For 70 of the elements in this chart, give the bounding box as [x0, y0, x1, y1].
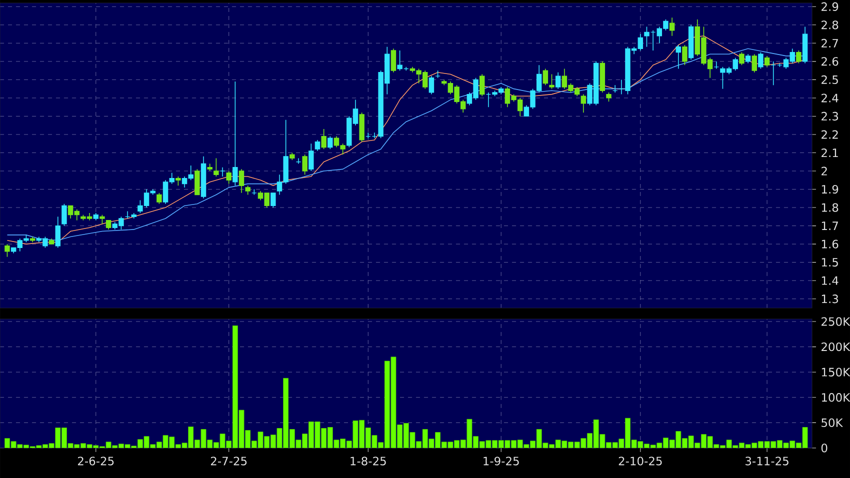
y-tick-label: 1.9 [822, 184, 838, 194]
x-tick-label: 3-11-25 [746, 456, 788, 466]
y-tick-label: 2.7 [822, 38, 838, 48]
y-tick-label: 1.8 [822, 203, 838, 212]
candlestick [542, 68, 548, 86]
candlestick [758, 52, 764, 70]
candlestick [676, 44, 682, 70]
candlestick [714, 61, 720, 70]
candlestick [745, 54, 751, 64]
y-tick-label: 1.5 [822, 258, 838, 267]
y-tick-label: 2.6 [822, 57, 838, 66]
candlestick [4, 244, 10, 258]
candlestick [739, 52, 744, 66]
y-tick-label: 2 [822, 166, 827, 176]
y-tick-label: 100K [822, 393, 850, 402]
x-tick-label: 2-7-25 [210, 456, 247, 466]
candlestick [752, 54, 757, 73]
y-tick-label: 1.7 [822, 222, 838, 230]
y-tick-label: 2.2 [822, 130, 838, 139]
candlestick [226, 170, 232, 184]
candlestick [106, 220, 112, 230]
y-tick-label: 200K [822, 342, 850, 352]
y-tick-label: 0 [821, 444, 828, 452]
candlestick [770, 61, 776, 86]
candlestick [156, 192, 162, 204]
candlestick [328, 136, 333, 150]
candlestick [669, 17, 675, 36]
x-tick-label: 1-8-25 [350, 456, 386, 466]
candlestick [428, 76, 434, 95]
y-tick-label: 2.5 [822, 75, 838, 84]
y-tick-label: 2.1 [822, 148, 838, 158]
candlestick [479, 74, 485, 97]
candlestick [176, 176, 181, 186]
candlestick [214, 158, 219, 177]
candlestick [682, 44, 688, 66]
x-tick-label: 2-6-25 [78, 456, 114, 466]
y-tick-label: 2.9 [822, 2, 838, 11]
candlestick [62, 203, 67, 226]
candlestick [796, 50, 802, 64]
candlestick [555, 72, 561, 90]
candlestick [314, 140, 320, 152]
y-tick-label: 50K [822, 418, 844, 428]
y-tick-label: 2.3 [822, 112, 838, 121]
candlestick [302, 154, 308, 176]
candlestick [232, 81, 238, 186]
y-tick-label: 250K [822, 317, 850, 326]
y-tick-label: 2.8 [822, 20, 838, 30]
candlestick [270, 192, 276, 208]
y-tick-label: 2.4 [822, 94, 838, 102]
candlestick [321, 128, 326, 150]
candlestick [549, 74, 554, 90]
y-tick-label: 150K [822, 368, 850, 376]
x-tick-label: 1-9-25 [484, 456, 519, 466]
candlestick [238, 168, 244, 194]
y-tick-label: 1.4 [822, 276, 838, 285]
candlestick [580, 94, 586, 113]
candlestick [245, 185, 250, 196]
candlestick [308, 143, 314, 172]
candlestick [606, 92, 612, 102]
candlestick [764, 56, 770, 68]
x-tick-label: 2-10-25 [618, 456, 662, 466]
candlestick [194, 168, 200, 196]
candlestick [390, 48, 396, 73]
candlestick [100, 214, 105, 224]
y-tick-label: 1.6 [822, 240, 838, 248]
candlestick [612, 84, 618, 93]
candlestick [55, 216, 60, 248]
candlestick [296, 158, 302, 164]
candlestick [220, 166, 226, 177]
y-tick-label: 1.3 [822, 294, 838, 304]
